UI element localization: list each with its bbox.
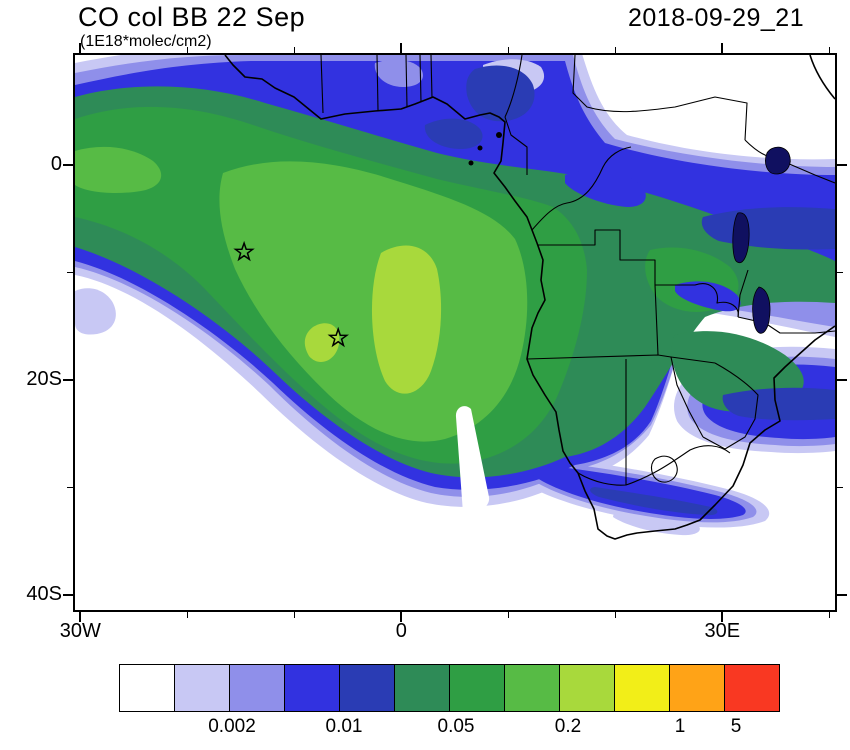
y-major-tick — [837, 164, 847, 166]
colorbar-cell — [724, 664, 780, 712]
y-major-tick — [837, 379, 847, 381]
colorbar-cell — [119, 664, 175, 712]
star-marker — [233, 240, 255, 262]
colorbar-tick-label: 0.002 — [208, 716, 256, 737]
y-minor-tick — [837, 487, 843, 488]
y-minor-tick — [837, 272, 843, 273]
x-minor-tick — [614, 47, 616, 53]
y-major-tick — [63, 594, 73, 596]
y-axis-label: 0 — [50, 153, 62, 175]
x-minor-tick — [828, 47, 830, 53]
station-markers — [233, 240, 350, 348]
x-minor-tick — [293, 612, 295, 618]
x-minor-tick — [293, 47, 295, 53]
y-major-tick — [63, 164, 73, 166]
colorbar-tick-label: 5 — [730, 716, 742, 737]
colorbar-cell — [669, 664, 725, 712]
colorbar-cell — [229, 664, 285, 712]
coastlines — [224, 55, 835, 540]
colorbar-tick-label: 0.2 — [554, 716, 582, 737]
x-minor-tick — [186, 47, 188, 53]
page-title: CO col BB 22 Sep — [78, 2, 306, 32]
x-minor-tick — [614, 612, 616, 618]
contour-map — [75, 55, 835, 540]
colorbar-cell — [174, 664, 230, 712]
y-axis-label: 20S — [26, 368, 62, 390]
units-label: (1E18*molec/cm2) — [80, 33, 212, 50]
y-major-tick — [63, 379, 73, 381]
x-major-tick — [79, 43, 82, 53]
colorbar-cell — [394, 664, 450, 712]
y-minor-tick — [67, 487, 73, 488]
colorbar-cell — [504, 664, 560, 712]
x-minor-tick — [507, 47, 509, 53]
colorbar-tick-label: 0.01 — [325, 716, 363, 737]
colorbar — [119, 664, 780, 712]
x-axis-label: 0 — [395, 620, 407, 642]
colorbar-cell — [614, 664, 670, 712]
colorbar-cell — [284, 664, 340, 712]
islands — [468, 132, 502, 166]
colorbar-tick-label: 1 — [674, 716, 686, 737]
y-axis-label: 40S — [26, 583, 62, 605]
y-minor-tick — [67, 272, 73, 273]
x-minor-tick — [186, 612, 188, 618]
country-borders — [320, 55, 835, 486]
valid-datetime: 2018-09-29_21 — [628, 4, 805, 32]
x-minor-tick — [828, 612, 830, 618]
colorbar-cell — [449, 664, 505, 712]
x-axis-label: 30E — [704, 620, 741, 642]
star-marker — [327, 326, 350, 348]
x-major-tick — [400, 612, 403, 622]
x-major-tick — [79, 612, 82, 622]
lakes — [732, 146, 791, 334]
x-minor-tick — [507, 612, 509, 618]
x-major-tick — [721, 612, 724, 622]
x-major-tick — [400, 43, 403, 53]
y-major-tick — [837, 594, 847, 596]
colorbar-tick-label: 0.05 — [437, 716, 475, 737]
colorbar-cell — [339, 664, 395, 712]
x-major-tick — [721, 43, 724, 53]
x-axis-label: 30W — [59, 620, 101, 642]
colorbar-cell — [559, 664, 615, 712]
